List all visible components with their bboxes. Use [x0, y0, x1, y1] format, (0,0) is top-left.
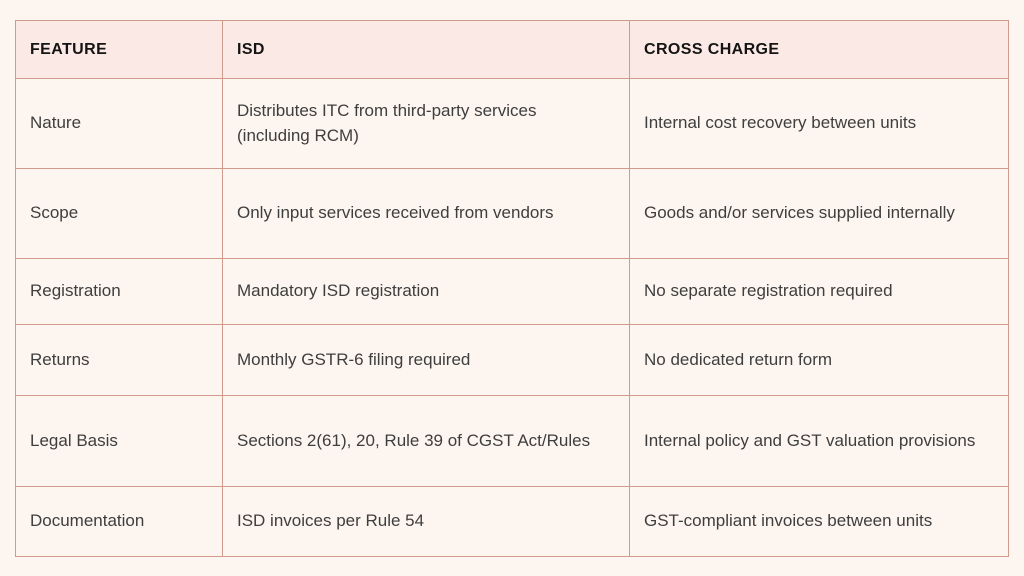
isd-cell: ISD invoices per Rule 54	[222, 486, 630, 557]
cross-charge-cell: No separate registration required	[629, 258, 1009, 325]
feature-cell: Nature	[15, 78, 223, 169]
cross-charge-cell: GST-compliant invoices between units	[629, 486, 1009, 557]
isd-cell: Monthly GSTR-6 filing required	[222, 324, 630, 396]
isd-cell: Only input services received from vendor…	[222, 168, 630, 259]
table-row-documentation: Documentation ISD invoices per Rule 54 G…	[15, 486, 1009, 557]
table-row-returns: Returns Monthly GSTR-6 filing required N…	[15, 324, 1009, 396]
column-header-feature: FEATURE	[15, 20, 223, 79]
feature-cell: Registration	[15, 258, 223, 325]
comparison-table-container: FEATURE ISD CROSS CHARGE Nature Distribu…	[15, 20, 1009, 557]
cross-charge-cell: Internal policy and GST valuation provis…	[629, 395, 1009, 487]
isd-cell: Mandatory ISD registration	[222, 258, 630, 325]
isd-cell: Distributes ITC from third-party service…	[222, 78, 630, 169]
feature-cell: Documentation	[15, 486, 223, 557]
cross-charge-cell: Goods and/or services supplied internall…	[629, 168, 1009, 259]
feature-cell: Scope	[15, 168, 223, 259]
column-header-isd: ISD	[222, 20, 630, 79]
table-row-scope: Scope Only input services received from …	[15, 168, 1009, 259]
isd-cell: Sections 2(61), 20, Rule 39 of CGST Act/…	[222, 395, 630, 487]
column-header-cross-charge: CROSS CHARGE	[629, 20, 1009, 79]
isd-vs-cross-charge-table: FEATURE ISD CROSS CHARGE Nature Distribu…	[15, 20, 1009, 557]
cross-charge-cell: No dedicated return form	[629, 324, 1009, 396]
table-header-row: FEATURE ISD CROSS CHARGE	[15, 20, 1009, 79]
table-row-nature: Nature Distributes ITC from third-party …	[15, 78, 1009, 169]
cross-charge-cell: Internal cost recovery between units	[629, 78, 1009, 169]
feature-cell: Returns	[15, 324, 223, 396]
feature-cell: Legal Basis	[15, 395, 223, 487]
table-row-legal-basis: Legal Basis Sections 2(61), 20, Rule 39 …	[15, 395, 1009, 487]
table-row-registration: Registration Mandatory ISD registration …	[15, 258, 1009, 325]
